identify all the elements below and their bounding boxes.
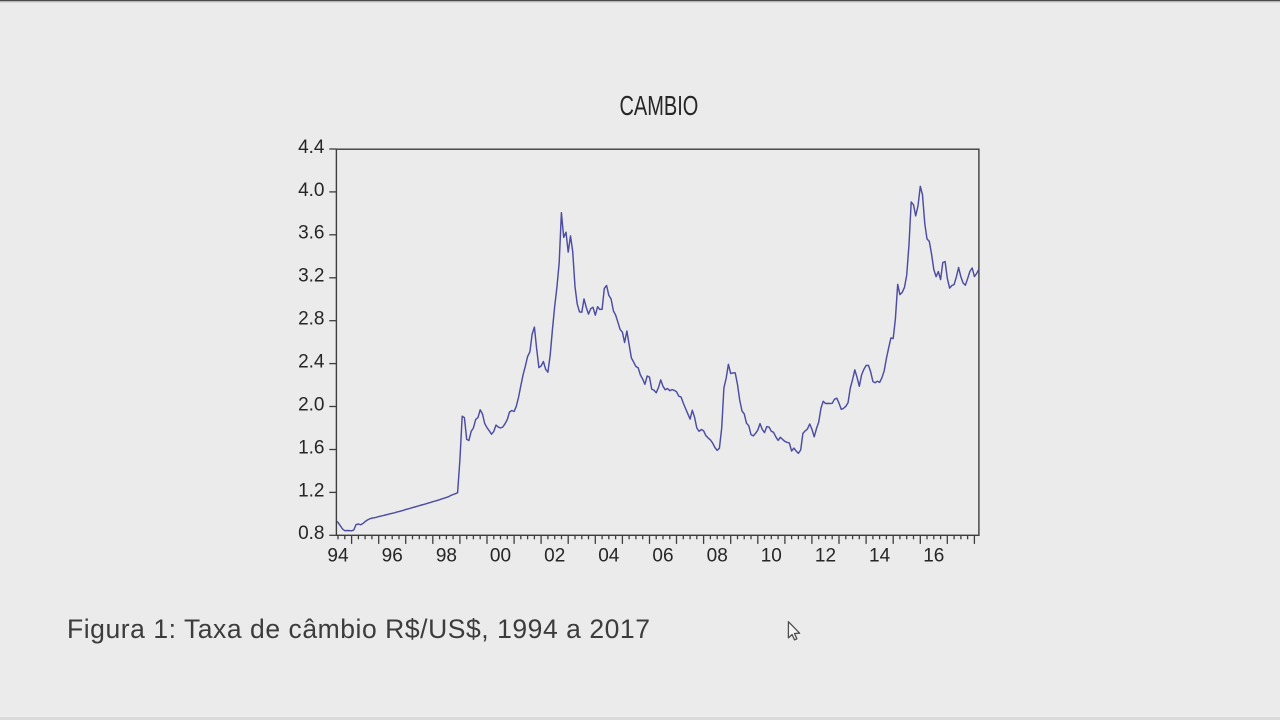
svg-text:06: 06: [652, 546, 673, 567]
svg-text:3.6: 3.6: [298, 223, 324, 244]
svg-text:2.8: 2.8: [298, 309, 324, 330]
svg-text:00: 00: [490, 546, 511, 567]
svg-text:2.4: 2.4: [298, 352, 325, 373]
svg-text:10: 10: [761, 546, 782, 567]
svg-text:94: 94: [327, 546, 349, 567]
svg-text:96: 96: [382, 546, 403, 567]
svg-text:1.2: 1.2: [298, 480, 324, 501]
svg-text:4.0: 4.0: [298, 180, 324, 201]
svg-text:2.0: 2.0: [298, 394, 324, 415]
svg-text:4.4: 4.4: [298, 137, 325, 158]
svg-text:02: 02: [544, 546, 565, 567]
svg-text:0.8: 0.8: [298, 523, 324, 544]
svg-text:04: 04: [598, 546, 620, 567]
svg-text:98: 98: [436, 546, 457, 567]
svg-text:3.2: 3.2: [298, 266, 324, 287]
svg-text:14: 14: [869, 546, 891, 567]
svg-text:CAMBIO: CAMBIO: [619, 91, 698, 122]
svg-text:1.6: 1.6: [298, 437, 324, 458]
svg-text:12: 12: [815, 546, 836, 567]
svg-text:08: 08: [707, 546, 728, 567]
svg-text:16: 16: [923, 546, 944, 567]
